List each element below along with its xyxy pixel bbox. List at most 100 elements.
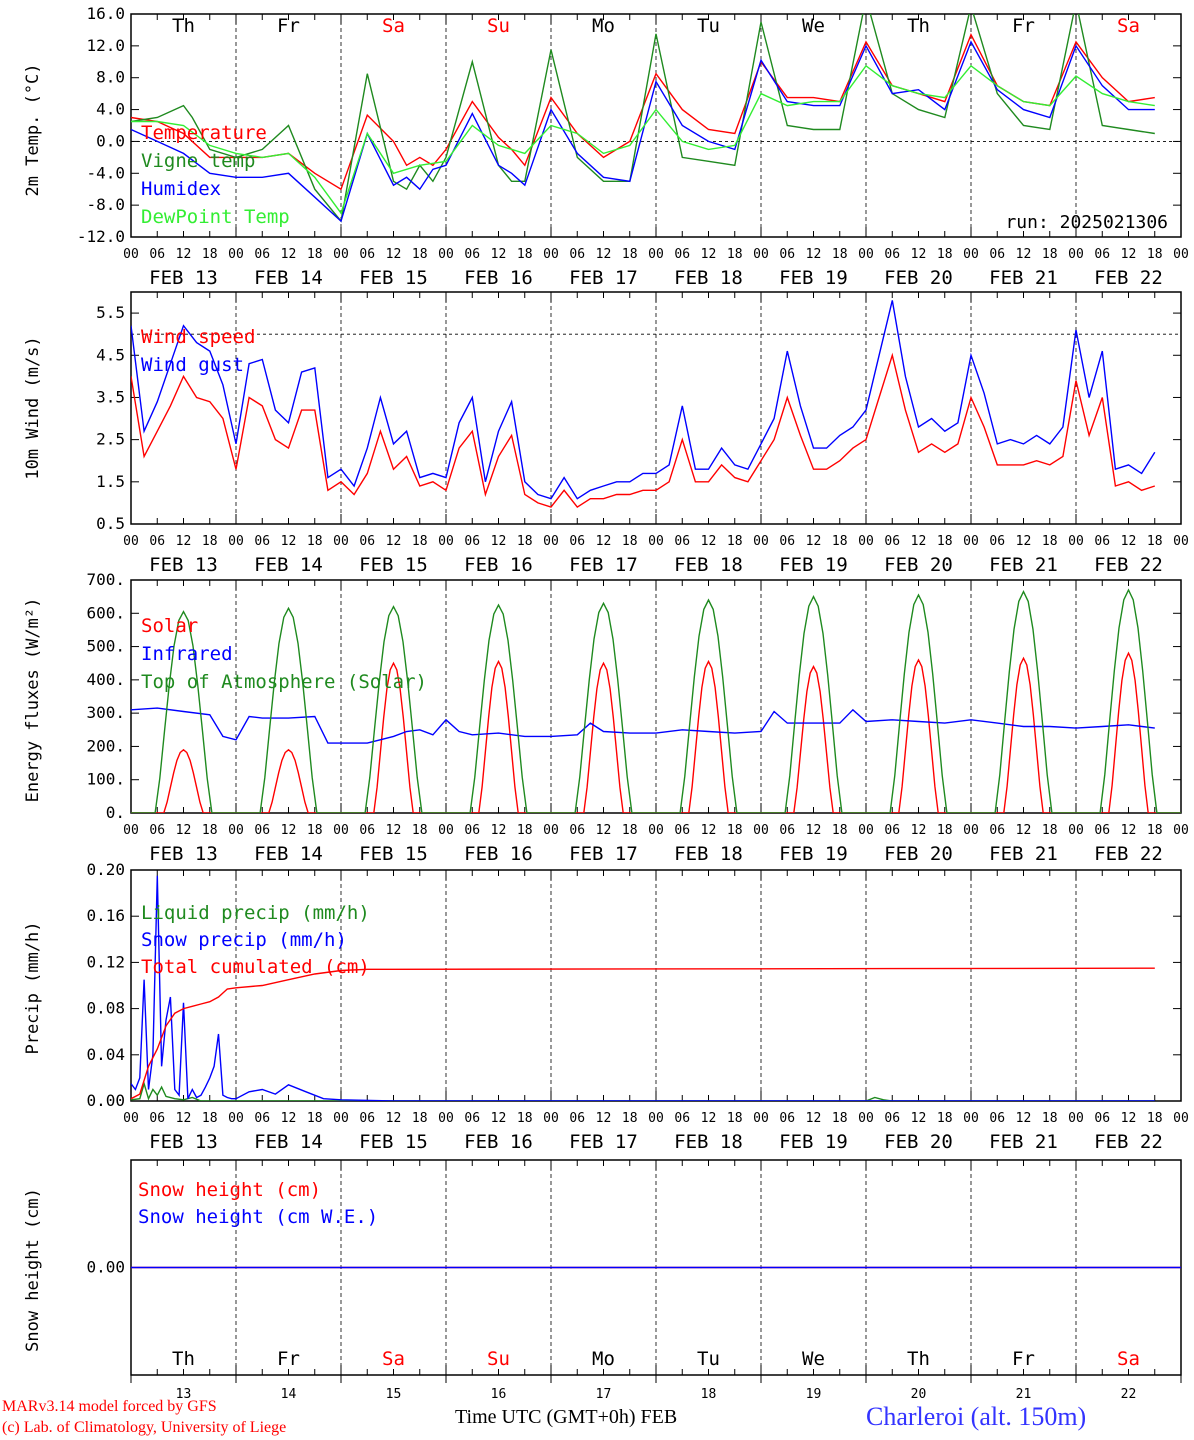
x-tick-label: 12 bbox=[911, 247, 927, 262]
x-tick-label: 18 bbox=[517, 823, 533, 838]
legend-entry: Liquid precip (mm/h) bbox=[141, 902, 370, 924]
x-tick-label: 18 bbox=[412, 823, 428, 838]
y-tick-label: 2.5 bbox=[96, 430, 125, 449]
x-tick-label: 00 bbox=[333, 247, 349, 262]
x-tick-label: 06 bbox=[569, 247, 585, 262]
weekday-label: Fr bbox=[277, 1348, 300, 1370]
x-tick-label: 00 bbox=[123, 1111, 139, 1126]
x-tick-label: 12 bbox=[701, 534, 717, 549]
x-tick-label: 00 bbox=[333, 534, 349, 549]
weekday-label: We bbox=[802, 15, 825, 37]
date-label: FEB 21 bbox=[989, 267, 1058, 289]
x-tick-label: 00 bbox=[963, 247, 979, 262]
x-tick-label: 12 bbox=[281, 823, 297, 838]
y-tick-label: 0. bbox=[106, 803, 125, 822]
x-tick-label: 12 bbox=[806, 247, 822, 262]
x-tick-label: 00 bbox=[858, 534, 874, 549]
date-label: FEB 17 bbox=[569, 267, 638, 289]
x-tick-label: 12 bbox=[596, 1111, 612, 1126]
day-number: 20 bbox=[911, 1387, 927, 1402]
x-tick-label: 00 bbox=[228, 247, 244, 262]
legend-entry: Wind speed bbox=[141, 326, 255, 348]
x-tick-label: 06 bbox=[359, 534, 375, 549]
legend-entry: Temperature bbox=[141, 122, 267, 144]
x-tick-label: 00 bbox=[123, 534, 139, 549]
series-dewpoint-temp bbox=[131, 64, 1155, 215]
date-label: FEB 16 bbox=[464, 554, 533, 576]
series-total-cumulated-cm bbox=[131, 967, 1155, 1100]
weekday-label: Th bbox=[172, 1348, 195, 1370]
series-wind-gust bbox=[131, 300, 1156, 500]
x-tick-label: 18 bbox=[832, 247, 848, 262]
day-number: 19 bbox=[806, 1387, 822, 1402]
x-tick-label: 00 bbox=[753, 823, 769, 838]
x-tick-label: 18 bbox=[517, 1111, 533, 1126]
y-axis-label: 10m Wind (m/s) bbox=[23, 336, 43, 479]
x-tick-label: 06 bbox=[1094, 247, 1110, 262]
y-tick-label: 0.00 bbox=[86, 1258, 125, 1277]
series-infrared bbox=[131, 707, 1155, 744]
x-tick-label: 00 bbox=[438, 534, 454, 549]
date-label: FEB 17 bbox=[569, 1131, 638, 1153]
date-label: FEB 20 bbox=[884, 1131, 953, 1153]
day-number: 21 bbox=[1016, 1387, 1032, 1402]
x-tick-label: 00 bbox=[858, 823, 874, 838]
x-tick-label: 06 bbox=[1094, 534, 1110, 549]
date-label: FEB 15 bbox=[359, 843, 428, 865]
x-tick-label: 18 bbox=[1147, 1111, 1163, 1126]
x-tick-label: 00 bbox=[648, 247, 664, 262]
date-label: FEB 21 bbox=[989, 1131, 1058, 1153]
y-tick-label: 700. bbox=[86, 570, 125, 589]
date-label: FEB 16 bbox=[464, 843, 533, 865]
date-label: FEB 15 bbox=[359, 554, 428, 576]
station-name: Charleroi (alt. 150m) bbox=[866, 1402, 1087, 1431]
date-label: FEB 14 bbox=[254, 554, 323, 576]
y-tick-label: 4.5 bbox=[96, 345, 125, 364]
panel-3: 700. 600. 500. 400. 300. 200. 100. 0. Energy flu… bbox=[23, 570, 1189, 865]
legend-entry: Vigne temp bbox=[141, 150, 255, 172]
date-label: FEB 19 bbox=[779, 843, 848, 865]
weekday-label: Th bbox=[907, 1348, 930, 1370]
legend-entry: Snow height (cm W.E.) bbox=[138, 1206, 378, 1228]
x-tick-label: 06 bbox=[884, 247, 900, 262]
x-tick-label: 00 bbox=[438, 1111, 454, 1126]
x-tick-label: 06 bbox=[149, 534, 165, 549]
x-tick-label: 06 bbox=[779, 247, 795, 262]
x-tick-label: 00 bbox=[1173, 534, 1189, 549]
x-tick-label: 12 bbox=[491, 247, 507, 262]
x-tick-label: 06 bbox=[254, 534, 270, 549]
panel-1: 16.0 12.0 8.0 4.0 0.0 -4.0 -8.0 -12.0 2m Temp. (… bbox=[23, 4, 1189, 289]
y-tick-label: 5.5 bbox=[96, 303, 125, 322]
x-tick-label: 06 bbox=[254, 247, 270, 262]
panel-2: 5.5 4.5 3.5 2.5 1.5 0.5 10m Wind (m/s) 00 06 12 18… bbox=[23, 291, 1189, 576]
x-tick-label: 18 bbox=[1042, 1111, 1058, 1126]
x-axis-unit: FEB bbox=[640, 1406, 678, 1428]
day-number: 22 bbox=[1121, 1387, 1137, 1402]
x-tick-label: 00 bbox=[123, 247, 139, 262]
x-tick-label: 00 bbox=[333, 1111, 349, 1126]
series-top-of-atmosphere-solar bbox=[131, 588, 1181, 813]
weekday-label: Fr bbox=[1012, 1348, 1035, 1370]
x-tick-label: 00 bbox=[1173, 1111, 1189, 1126]
weekday-label: Sa bbox=[1117, 1348, 1140, 1370]
x-tick-label: 18 bbox=[937, 1111, 953, 1126]
x-tick-label: 06 bbox=[254, 1111, 270, 1126]
x-axis-label: Time UTC (GMT+0h) FEB bbox=[455, 1406, 677, 1429]
model-credit: MARv3.14 model forced by GFS bbox=[2, 1398, 217, 1415]
x-tick-label: 06 bbox=[1094, 1111, 1110, 1126]
date-label: FEB 14 bbox=[254, 267, 323, 289]
date-label: FEB 22 bbox=[1094, 1131, 1163, 1153]
x-tick-label: 12 bbox=[1016, 1111, 1032, 1126]
x-tick-label: 18 bbox=[937, 247, 953, 262]
series-group bbox=[131, 14, 1155, 223]
date-label: FEB 22 bbox=[1094, 267, 1163, 289]
x-tick-label: 00 bbox=[228, 823, 244, 838]
x-tick-label: 12 bbox=[911, 534, 927, 549]
x-tick-label: 18 bbox=[202, 1111, 218, 1126]
x-tick-label: 06 bbox=[989, 1111, 1005, 1126]
series-snow-precip-mm-h bbox=[131, 875, 1155, 1101]
legend-entry: Wind gust bbox=[141, 354, 244, 376]
x-tick-label: 18 bbox=[622, 534, 638, 549]
y-tick-label: 0.0 bbox=[96, 131, 125, 150]
x-tick-label: 18 bbox=[1147, 823, 1163, 838]
